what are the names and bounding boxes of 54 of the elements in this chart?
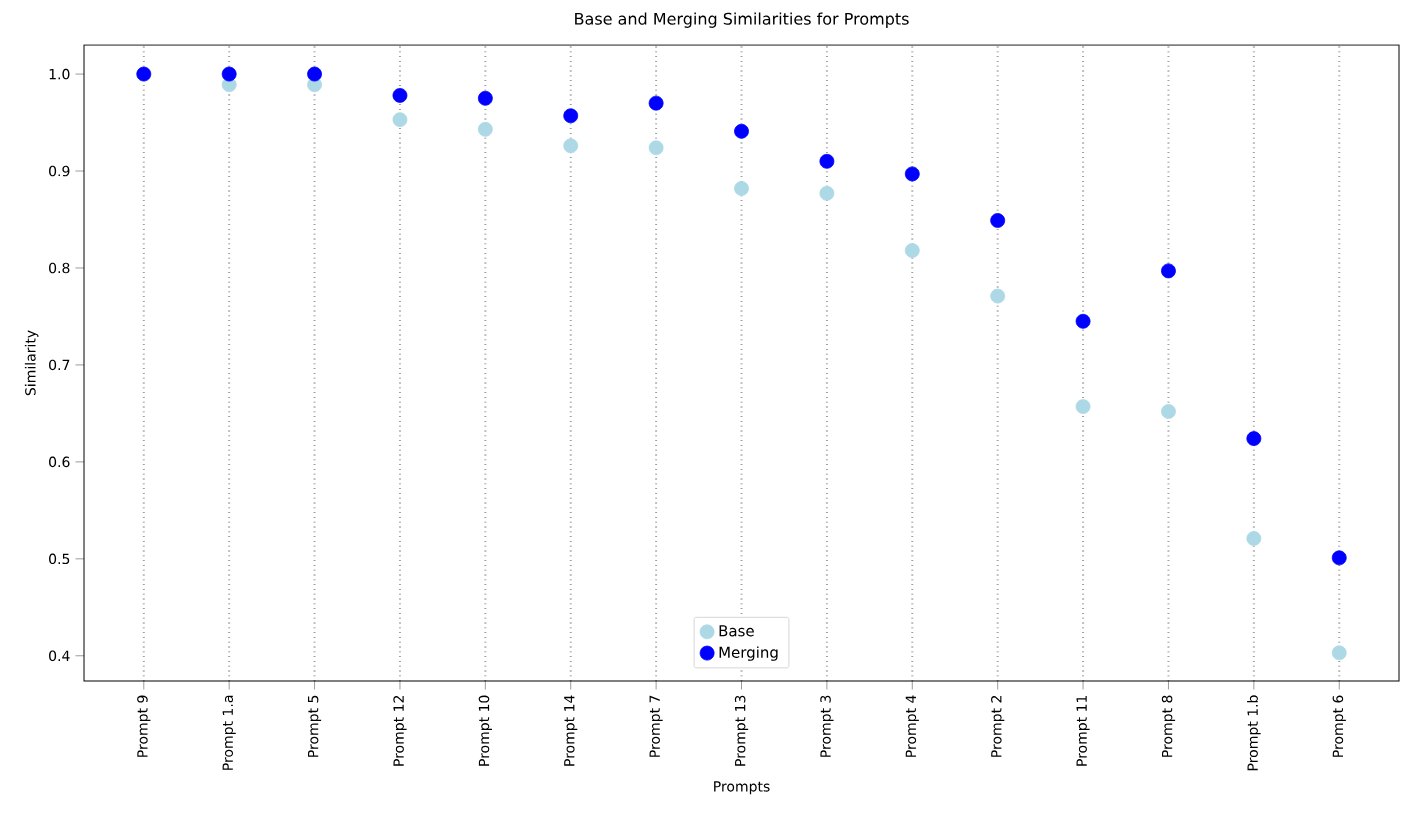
x-tick-label: Prompt 13	[734, 695, 749, 766]
y-tick-label: 0.8	[49, 262, 70, 274]
point	[563, 138, 579, 154]
point	[307, 66, 322, 82]
x-tick-label: Prompt 2	[991, 696, 1005, 757]
x-tick-label: Prompt 4	[905, 695, 919, 757]
point	[1246, 431, 1262, 447]
x-axis-title: Prompts	[714, 781, 770, 795]
point	[1075, 399, 1091, 415]
point	[1331, 645, 1347, 661]
point	[990, 213, 1006, 228]
y-axis-title: Similarity	[24, 330, 39, 396]
legend-label: Merging	[719, 646, 778, 661]
point	[477, 121, 493, 137]
point	[477, 90, 493, 106]
point	[221, 66, 237, 82]
x-tick-label: Prompt 14	[564, 695, 578, 766]
point	[819, 153, 835, 169]
legend-label: Base	[719, 625, 754, 637]
point	[392, 112, 408, 128]
point	[734, 123, 749, 139]
point	[1161, 263, 1176, 279]
point	[819, 185, 835, 201]
x-tick-label: Prompt 9	[137, 695, 151, 757]
point	[1246, 531, 1262, 546]
point	[734, 181, 749, 196]
point	[1075, 313, 1091, 329]
x-tick-label: Prompt 5	[308, 695, 322, 757]
y-tick-label: 0.4	[49, 650, 70, 662]
point	[904, 243, 920, 258]
y-tick-label: 0.6	[49, 456, 70, 468]
x-tick-label: Prompt 1.a	[222, 695, 236, 770]
x-tick-label: Prompt 1.b	[1247, 695, 1261, 771]
point	[1331, 550, 1347, 566]
x-tick-label: Prompt 12	[393, 696, 407, 766]
point	[563, 108, 579, 124]
x-tick-label: Prompt 11	[1076, 695, 1090, 766]
x-tick-label: Prompt 7	[649, 695, 663, 757]
point	[648, 95, 664, 111]
y-tick-label: 0.7	[49, 359, 70, 371]
point	[136, 66, 152, 82]
x-tick-label: Prompt 10	[478, 695, 492, 766]
y-tick-label: 1.0	[49, 68, 70, 80]
point	[904, 166, 920, 182]
y-tick-label: 0.9	[49, 165, 70, 177]
point	[990, 288, 1006, 304]
point	[392, 88, 408, 103]
chart-title: Base and Merging Similarities for Prompts	[575, 12, 909, 28]
x-tick-label: Prompt 6	[1332, 695, 1346, 757]
x-tick-label: Prompt 8	[1161, 695, 1176, 757]
point	[1161, 404, 1176, 419]
x-tick-label: Prompt 3	[820, 695, 834, 757]
y-tick-label: 0.5	[49, 553, 70, 565]
point	[648, 140, 664, 156]
